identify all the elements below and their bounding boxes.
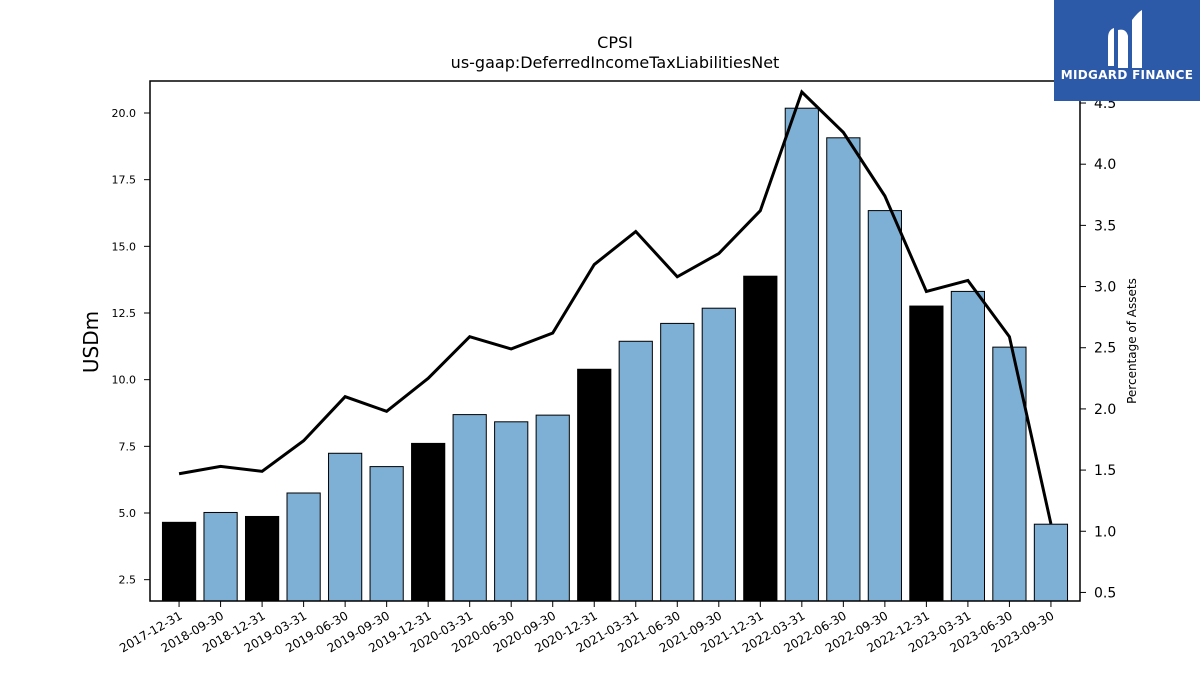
bar xyxy=(161,521,197,602)
y2-tick-label: 3.5 xyxy=(1094,218,1116,234)
bar xyxy=(203,511,238,602)
bar xyxy=(660,322,695,602)
bar xyxy=(743,275,778,602)
chart-title: CPSI xyxy=(597,33,633,52)
y-axis-label: USDm xyxy=(79,311,103,373)
bar xyxy=(1033,523,1069,602)
bar xyxy=(411,442,446,602)
bar xyxy=(867,210,902,602)
y2-tick-label: 4.0 xyxy=(1094,157,1116,173)
right-axis: 0.51.01.52.02.53.03.54.04.5 xyxy=(1080,96,1116,601)
bar-group xyxy=(161,107,1069,602)
bar xyxy=(826,137,861,602)
y2-tick-label: 2.0 xyxy=(1094,402,1116,418)
bar xyxy=(950,290,985,602)
y2-tick-label: 1.0 xyxy=(1094,524,1116,540)
bar xyxy=(701,307,736,602)
bar xyxy=(784,107,819,602)
brand-logo: MIDGARD FINANCE xyxy=(1054,0,1200,101)
y2-axis-label: Percentage of Assets xyxy=(1125,278,1139,404)
y-tick-label: 5.0 xyxy=(119,507,137,520)
y-tick-label: 17.5 xyxy=(112,174,137,187)
y-tick-label: 7.5 xyxy=(119,440,137,453)
y2-tick-label: 0.5 xyxy=(1094,585,1116,601)
line-series xyxy=(178,89,1053,525)
bar xyxy=(577,368,612,602)
y-tick-label: 12.5 xyxy=(112,307,137,320)
x-axis: 2017-12-312018-09-302018-12-312019-03-31… xyxy=(117,601,1056,655)
line-group xyxy=(178,89,1053,525)
plot-frame xyxy=(149,80,1081,602)
bar xyxy=(618,340,653,602)
y2-tick-label: 2.5 xyxy=(1094,341,1116,357)
bar xyxy=(494,421,529,602)
y-tick-label: 2.5 xyxy=(119,574,137,587)
bar xyxy=(328,452,363,602)
y-tick-label: 15.0 xyxy=(112,240,137,253)
y-tick-label: 10.0 xyxy=(112,374,137,387)
y-tick-label: 20.0 xyxy=(112,107,137,120)
bar xyxy=(909,305,944,602)
logo-mark-icon xyxy=(1108,10,1142,69)
y2-tick-label: 1.5 xyxy=(1094,463,1116,479)
y2-tick-label: 3.0 xyxy=(1094,280,1116,296)
left-axis: 2.5 5.0 7.5 10.0 12.5 15.0 17.5 20.0 xyxy=(112,107,150,587)
bar xyxy=(535,414,570,602)
bar xyxy=(244,515,280,602)
bar xyxy=(452,414,487,602)
logo-text: MIDGARD FINANCE xyxy=(1060,68,1194,82)
bar xyxy=(286,492,321,602)
bar xyxy=(369,466,404,602)
chart-subtitle: us-gaap:DeferredIncomeTaxLiabilitiesNet xyxy=(451,53,780,72)
